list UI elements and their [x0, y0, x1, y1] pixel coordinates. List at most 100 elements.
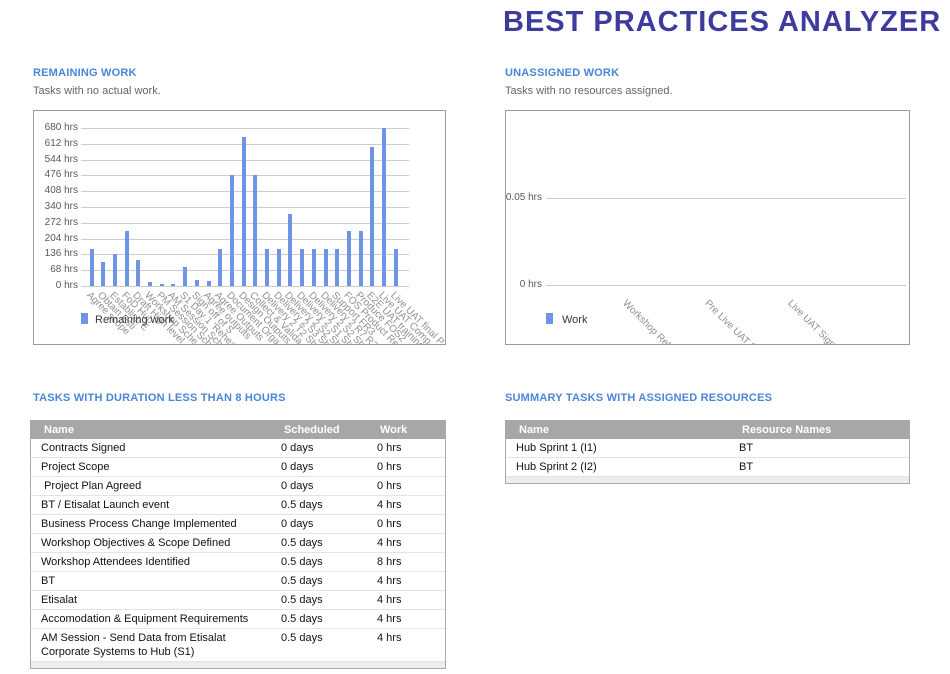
y-axis-tick-label: 612 hrs [44, 137, 78, 149]
y-axis-tick-label: 408 hrs [44, 185, 78, 197]
bar-remaining-work [148, 282, 152, 286]
table-row-duration: Etisalat 0.5 days 4 hrs [31, 591, 445, 610]
legend-swatch-work [546, 313, 553, 324]
table-cell-duration: 4 hrs [377, 613, 402, 625]
bar-remaining-work [218, 249, 223, 286]
bar-remaining-work [300, 249, 305, 286]
bar-remaining-work [370, 147, 375, 286]
table-cell-summary: Hub Sprint 1 (I1) [516, 442, 597, 454]
bar-remaining-work [311, 249, 316, 286]
table-cell-duration: 8 hrs [377, 556, 402, 568]
bar-remaining-work [276, 249, 281, 286]
table-row-duration: AM Session - Send Data from Etisalat Cor… [31, 629, 445, 662]
gridline [546, 198, 906, 199]
legend-swatch-remaining-work [81, 313, 88, 324]
bar-remaining-work [229, 175, 234, 286]
gridline [81, 286, 409, 287]
bar-remaining-work [288, 214, 293, 286]
remaining-work-heading: REMAINING WORK [33, 67, 137, 79]
column-header-duration: Name [44, 424, 74, 436]
table-cell-duration: 0.5 days [281, 575, 323, 587]
bar-remaining-work [253, 175, 258, 286]
bar-remaining-work [358, 231, 363, 286]
x-axis-category-label: Pre Live UAT P [702, 298, 759, 345]
table-row-duration: Workshop Objectives & Scope Defined 0.5 d… [31, 534, 445, 553]
table-cell-duration: Etisalat [41, 594, 78, 606]
bar-remaining-work [101, 262, 106, 286]
table-cell-duration: 0.5 days [281, 499, 323, 511]
x-axis-category-label: Workshop Rehe [620, 298, 679, 345]
table-row-duration: Accomodation & Equipment Requirements 0.5… [31, 610, 445, 629]
table-row-duration: Business Process Change Implemented 0 day… [31, 515, 445, 534]
y-axis-tick-label: 136 hrs [44, 248, 78, 260]
bar-remaining-work [241, 137, 246, 286]
bar-remaining-work [393, 249, 398, 286]
y-axis-tick-label: 204 hrs [44, 232, 78, 244]
table-cell-duration: 4 hrs [377, 632, 402, 644]
y-axis-tick-label: 0.05 hrs [505, 192, 542, 203]
y-axis-tick-label: 476 hrs [44, 169, 78, 181]
gridline [546, 285, 906, 286]
column-header-duration: Scheduled duration [284, 424, 340, 454]
table-row-summary: Hub Sprint 2 (I2) BT [506, 458, 909, 477]
table-row-duration: BT 0.5 days 4 hrs [31, 572, 445, 591]
table-cell-duration: 0 hrs [377, 461, 402, 473]
bar-remaining-work [323, 249, 328, 286]
y-axis-tick-label: 680 hrs [44, 122, 78, 133]
bar-remaining-work [112, 254, 117, 286]
table-footer-strip-summary [506, 477, 909, 483]
gridline [81, 128, 409, 129]
remaining-work-chart: 0 hrs 68 hrs 136 hrs 204 hrs 272 hrs 340 hrs 4… [33, 110, 446, 345]
bar-remaining-work [136, 260, 141, 286]
table-row-duration: BT / Etisalat Launch event 0.5 days 4 hrs [31, 496, 445, 515]
table-cell-duration: Workshop Attendees Identified [41, 556, 191, 568]
y-axis-tick-label: 68 hrs [50, 264, 78, 276]
bar-remaining-work [159, 284, 164, 286]
bar-remaining-work [346, 231, 351, 286]
table-cell-duration: Accomodation & Equipment Requirements [41, 613, 249, 625]
table-cell-duration: Business Process Change Implemented [41, 518, 237, 530]
table-cell-duration: Project Scope [41, 461, 110, 473]
table-cell-duration: BT / Etisalat Launch event [41, 499, 170, 511]
table-cell-duration: Contracts Signed [41, 442, 126, 454]
table-cell-duration: 4 hrs [377, 537, 402, 549]
bar-remaining-work [124, 231, 129, 286]
bar-remaining-work [171, 284, 176, 286]
table-cell-summary: BT [739, 461, 754, 473]
table-cell-summary: BT [739, 442, 754, 454]
summary-table: Name Resource Names Hub Sprint 1 (I1) BT Hub… [505, 420, 910, 484]
page-title: BEST PRACTICES ANALYZER [503, 6, 942, 38]
duration-table: Name Scheduled duration Work Contracts Sign… [30, 420, 446, 669]
table-cell-duration: Workshop Objectives & Scope Defined [41, 537, 231, 549]
table-cell-summary: Hub Sprint 2 (I2) [516, 461, 597, 473]
table-cell-duration: BT [41, 575, 56, 587]
unassigned-work-chart: 0.05 hrs 0 hrs Workshop Rehe Pre Live UAT P… [505, 110, 910, 345]
y-axis-tick-label: 0 hrs [519, 279, 542, 290]
table-cell-duration: 0 days [281, 442, 314, 454]
bar-remaining-work [89, 249, 94, 286]
table-row-duration: Project Plan Agreed 0 days 0 hrs [31, 477, 445, 496]
remaining-work-subtitle: Tasks with no actual work. [33, 85, 161, 97]
duration-table-heading: TASKS WITH DURATION LESS THAN 8 HOURS [33, 392, 286, 404]
table-header-row-summary: Name Resource Names [506, 421, 909, 439]
bar-remaining-work [382, 128, 386, 286]
table-cell-duration: 0.5 days [281, 632, 323, 644]
table-cell-duration: 0.5 days [281, 556, 323, 568]
table-cell-duration: 4 hrs [377, 499, 402, 511]
table-cell-duration: 4 hrs [377, 575, 402, 587]
bar-remaining-work [335, 249, 340, 286]
table-cell-duration: 0 days [281, 518, 314, 530]
table-cell-duration: 0 hrs [377, 442, 402, 454]
bar-remaining-work [194, 280, 199, 286]
y-axis-tick-label: 544 hrs [44, 153, 78, 165]
bar-remaining-work [206, 281, 211, 286]
table-cell-duration: 0 hrs [377, 518, 402, 530]
table-cell-duration: Project Plan Agreed [41, 480, 142, 492]
bar-remaining-work [265, 249, 269, 286]
column-header-summary: Name [519, 424, 549, 436]
table-cell-duration: 0 hrs [377, 480, 402, 492]
table-row-duration: Contracts Signed 0 days 0 hrs [31, 439, 445, 458]
table-row-duration: Workshop Attendees Identified 0.5 days 8 h… [31, 553, 445, 572]
legend-label-work: Work [562, 314, 588, 326]
